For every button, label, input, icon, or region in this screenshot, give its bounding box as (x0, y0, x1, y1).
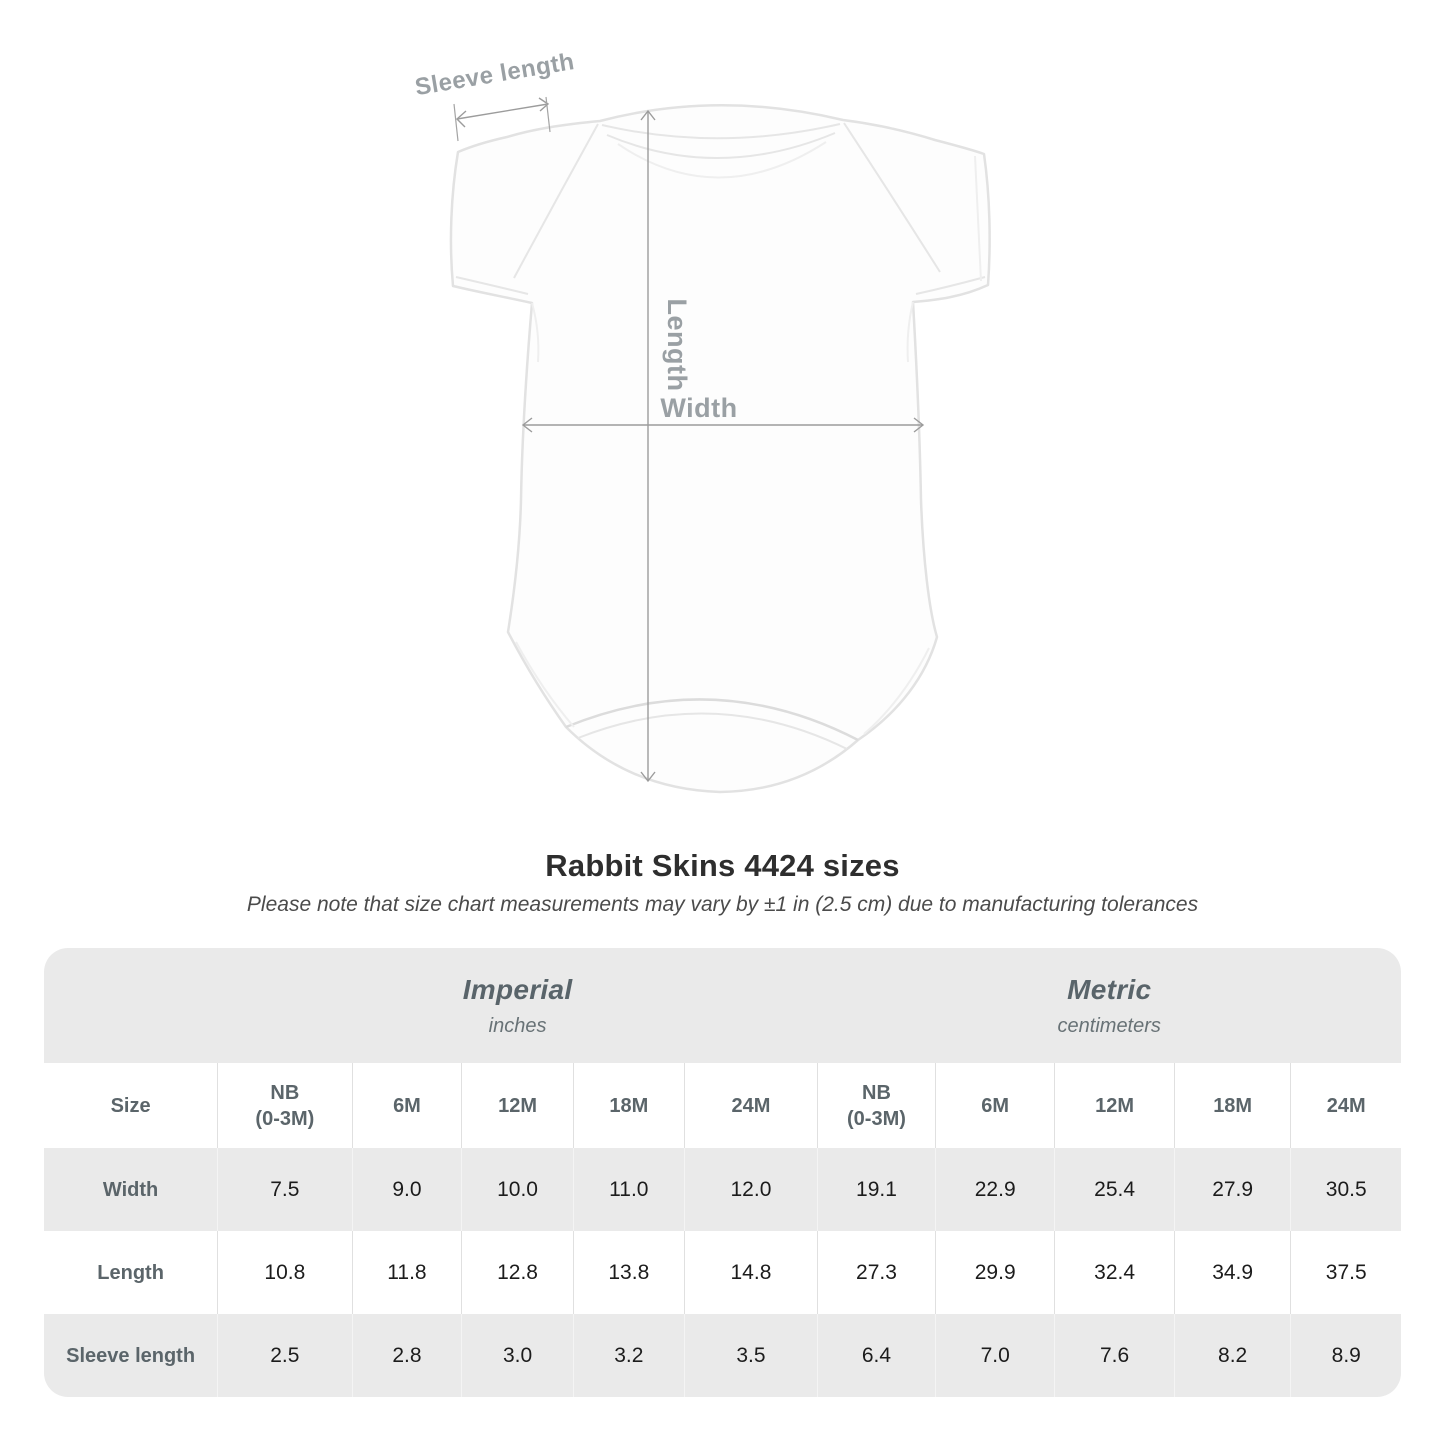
value-cell: 29.9 (934, 1231, 1055, 1314)
value-cell: 2.5 (217, 1314, 353, 1397)
value-cell: 7.0 (934, 1314, 1055, 1397)
value-cell: 12.8 (461, 1231, 574, 1314)
value-cell: 9.0 (351, 1148, 462, 1231)
value-cell: 27.9 (1173, 1148, 1291, 1231)
col-header-metric-18m: 18M (1173, 1063, 1291, 1148)
length-row: Length 10.8 11.8 12.8 13.8 14.8 27.3 29.… (44, 1231, 1401, 1314)
value-cell: 25.4 (1054, 1148, 1175, 1231)
value-cell: 3.0 (461, 1314, 574, 1397)
onesie-body (449, 104, 991, 794)
value-cell: 30.5 (1290, 1148, 1401, 1231)
col-header-imperial-12m: 12M (461, 1063, 574, 1148)
value-cell: 37.5 (1290, 1231, 1401, 1314)
row-label-length: Length (97, 1261, 164, 1284)
col-header-metric-24m: 24M (1290, 1063, 1401, 1148)
page-title: Rabbit Skins 4424 sizes (545, 848, 900, 883)
value-cell: 7.6 (1054, 1314, 1175, 1397)
value-cell: 34.9 (1173, 1231, 1291, 1314)
tolerance-note: Please note that size chart measurements… (246, 893, 1199, 916)
width-arrow (521, 417, 925, 433)
width-row: Width 7.5 9.0 10.0 11.0 12.0 19.1 22.9 2… (44, 1148, 1401, 1231)
col-header-metric-nb: NB (0-3M) (816, 1063, 936, 1148)
value-cell: 14.8 (683, 1231, 818, 1314)
metric-group-unit: centimeters (1057, 1015, 1161, 1037)
width-label: Width (660, 393, 737, 423)
length-label: Length (662, 299, 692, 392)
col-header-metric-12m: 12M (1054, 1063, 1175, 1148)
length-arrow (640, 109, 656, 783)
value-cell: 10.0 (461, 1148, 574, 1231)
value-cell: 2.8 (351, 1314, 462, 1397)
value-cell: 7.5 (217, 1148, 353, 1231)
row-label-sleeve-length: Sleeve length (66, 1344, 196, 1367)
size-header-label: Size (44, 1063, 218, 1148)
size-table: Imperial inches Metric centimeters Size … (44, 948, 1401, 1397)
value-cell: 11.0 (572, 1148, 685, 1231)
garment-diagram: Sleeve length Length Width (413, 48, 991, 794)
col-header-imperial-18m: 18M (572, 1063, 685, 1148)
measurements-table: Size NB (0-3M) 6M 12M 18M 24M NB (0-3M) 6M… (44, 1063, 1401, 1397)
unit-header-row: Imperial inches Metric centimeters (44, 948, 1401, 1063)
value-cell: 19.1 (816, 1148, 936, 1231)
col-header-metric-6m: 6M (934, 1063, 1055, 1148)
value-cell: 10.8 (217, 1231, 353, 1314)
col-header-imperial-24m: 24M (683, 1063, 818, 1148)
metric-group-header: Metric centimeters (817, 948, 1401, 1063)
imperial-group-header: Imperial inches (218, 948, 818, 1063)
value-cell: 32.4 (1054, 1231, 1175, 1314)
imperial-group-unit: inches (488, 1015, 547, 1037)
col-header-imperial-nb: NB (0-3M) (217, 1063, 353, 1148)
sleeve-length-label: Sleeve length (413, 48, 576, 101)
value-cell: 8.9 (1290, 1314, 1401, 1397)
imperial-group-title: Imperial (462, 974, 573, 1005)
value-cell: 13.8 (572, 1231, 685, 1314)
metric-group-title: Metric (1067, 974, 1152, 1005)
size-header-row: Size NB (0-3M) 6M 12M 18M 24M NB (0-3M) 6M… (44, 1063, 1401, 1148)
value-cell: 8.2 (1173, 1314, 1291, 1397)
value-cell: 3.2 (572, 1314, 685, 1397)
dimension-arrows (453, 96, 925, 783)
onesie-illustration (449, 104, 991, 794)
sleeve-length-row: Sleeve length 2.5 2.8 3.0 3.2 3.5 6.4 7.… (44, 1314, 1401, 1397)
value-cell: 11.8 (351, 1231, 462, 1314)
value-cell: 3.5 (683, 1314, 818, 1397)
value-cell: 12.0 (683, 1148, 818, 1231)
row-label-width: Width (102, 1178, 159, 1201)
value-cell: 22.9 (934, 1148, 1055, 1231)
col-header-imperial-6m: 6M (351, 1063, 462, 1148)
value-cell: 6.4 (816, 1314, 936, 1397)
unit-header-spacer (44, 948, 218, 1063)
sleeve-length-arrow (453, 96, 551, 142)
value-cell: 27.3 (816, 1231, 936, 1314)
